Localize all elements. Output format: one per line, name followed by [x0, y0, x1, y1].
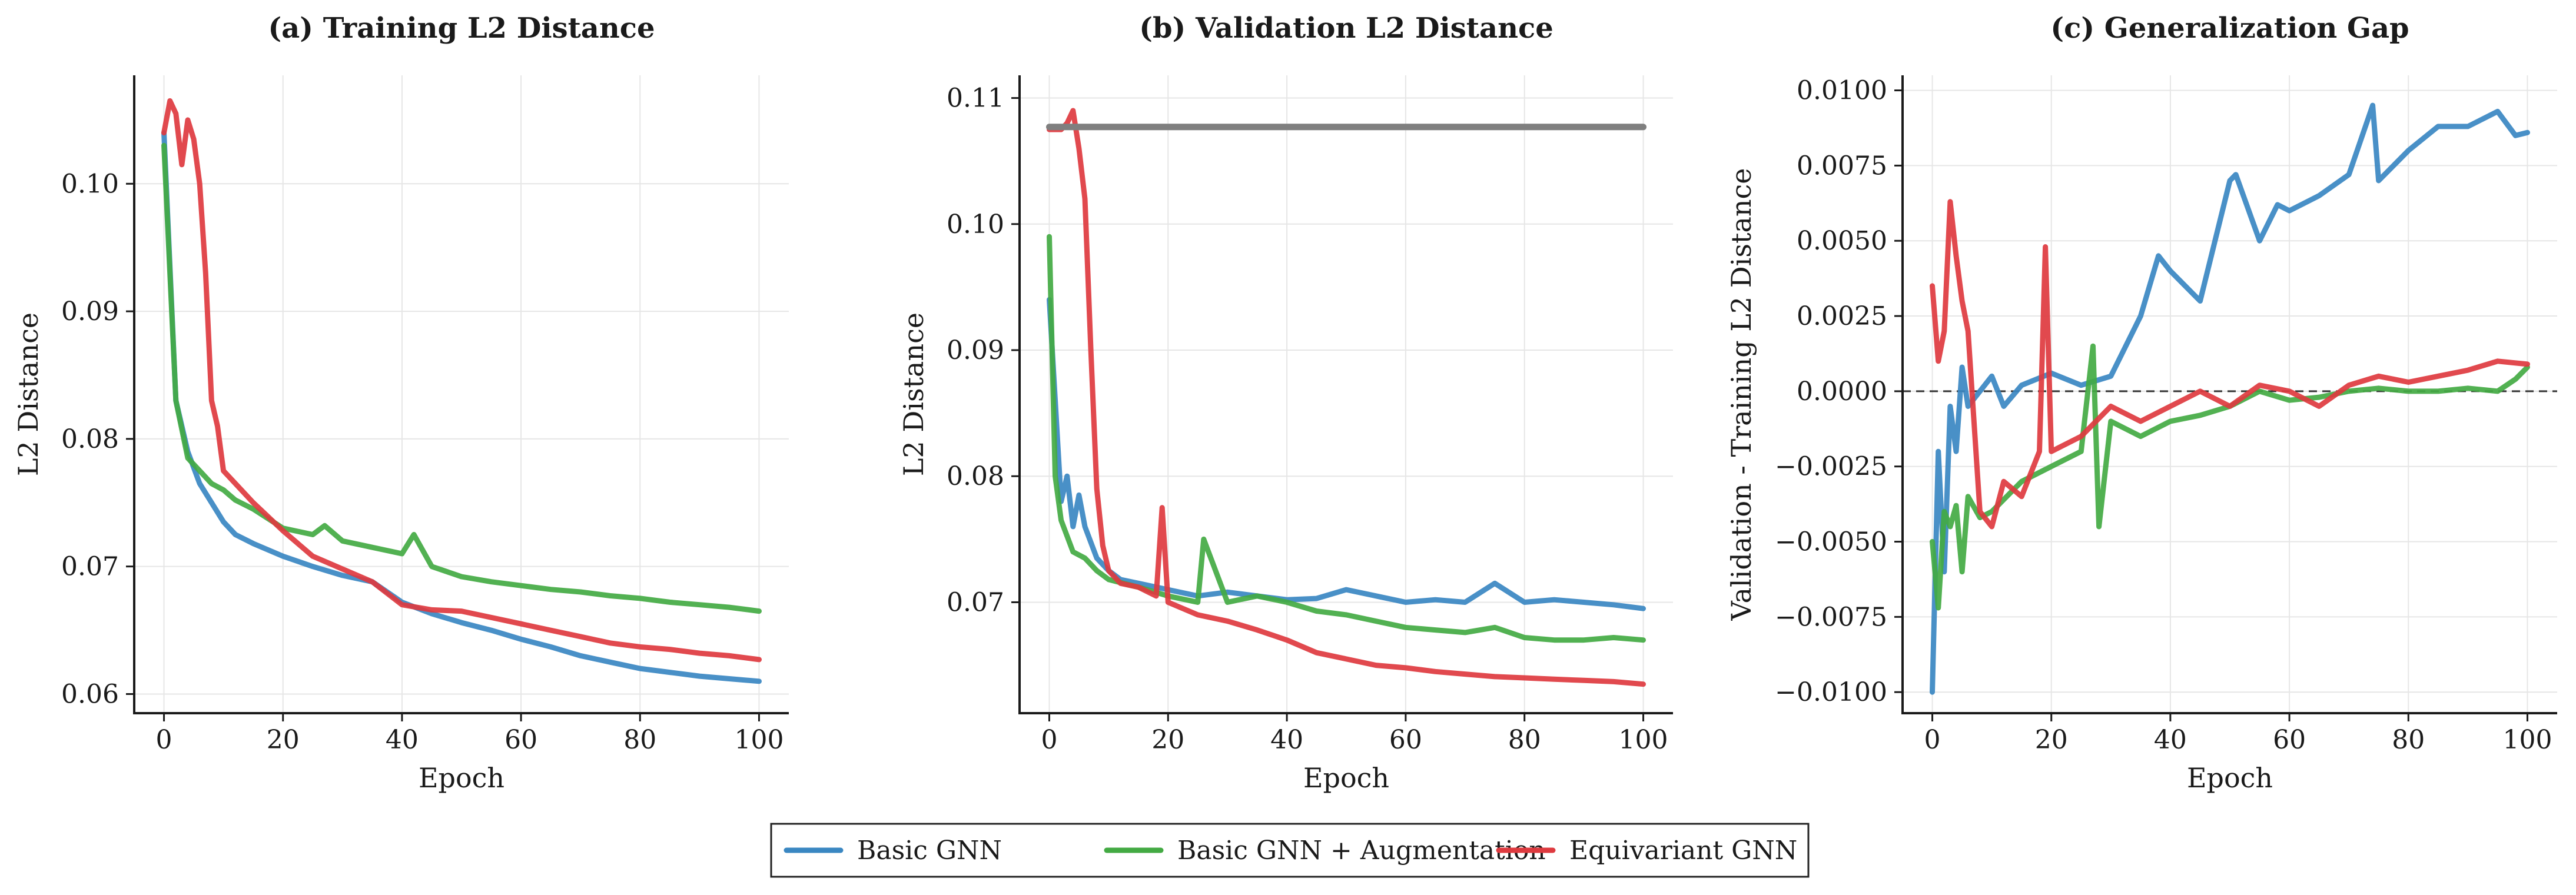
x-tick-label: 100: [734, 725, 784, 755]
x-tick-label: 40: [386, 725, 419, 755]
legend-entry-label: Basic GNN: [857, 836, 1002, 866]
x-tick-label: 80: [1508, 725, 1541, 755]
y-tick-label: 0.10: [61, 169, 119, 199]
series-line-1: [161, 130, 762, 684]
series-line-3: [1930, 199, 2530, 530]
y-tick-label: −0.0100: [1775, 677, 1887, 707]
y-tick-label: 0.10: [947, 209, 1004, 239]
x-tick-label: 0: [1041, 725, 1057, 755]
y-tick-label: −0.0050: [1775, 527, 1887, 557]
series-line-3: [1047, 108, 1646, 687]
chart-panel-3: 0 20 40 60 80 100 −0.0100 −0.0075 −0.0050 −0.0025…: [1725, 12, 2557, 794]
y-tick-label: 0.11: [947, 84, 1004, 114]
y-tick-label: 0.0050: [1797, 226, 1887, 256]
y-axis-label: L2 Distance: [898, 312, 930, 476]
x-tick-label: 20: [2035, 725, 2068, 755]
legend-frame: [770, 823, 1810, 878]
series-line-2: [1047, 234, 1646, 643]
y-tick-label: 0.0025: [1797, 301, 1887, 331]
y-tick-label: 0.0000: [1797, 377, 1887, 407]
chart-title: (c) Generalization Gap: [2050, 12, 2409, 45]
series-line-1: [1047, 297, 1646, 611]
y-axis-label: Validation - Training L2 Distance: [1725, 168, 1757, 621]
y-tick-label: 0.07: [947, 587, 1004, 617]
x-axis-label: Epoch: [1303, 762, 1389, 794]
chart-panel-1: 0 20 40 60 80 100 0.06 0.07 0.08 0.09 0.10 (a) Trai…: [12, 12, 789, 794]
x-axis-label: Epoch: [419, 762, 504, 794]
x-tick-label: 40: [2154, 725, 2187, 755]
y-tick-label: 0.06: [61, 679, 119, 709]
y-tick-label: 0.0100: [1797, 76, 1887, 106]
x-tick-label: 60: [504, 725, 537, 755]
series-line-1: [1930, 102, 2530, 695]
legend-entry-label: Equivariant GNN: [1569, 836, 1797, 866]
y-tick-label: 0.0075: [1797, 151, 1887, 181]
y-tick-label: 0.09: [947, 335, 1004, 365]
y-tick-label: −0.0025: [1775, 452, 1887, 482]
series-line-2: [161, 142, 762, 614]
legend-entry-label: Basic GNN + Augmentation: [1177, 836, 1546, 866]
x-tick-label: 80: [623, 725, 656, 755]
x-tick-label: 0: [1924, 725, 1941, 755]
legend: Basic GNN Basic GNN + Augmentation Equivar…: [770, 823, 1810, 878]
x-tick-label: 100: [1619, 725, 1668, 755]
series-line-2: [1930, 343, 2530, 611]
chart-title: (b) Validation L2 Distance: [1139, 12, 1553, 45]
y-tick-label: 0.07: [61, 552, 119, 582]
x-tick-label: 20: [1151, 725, 1184, 755]
x-tick-label: 100: [2502, 725, 2552, 755]
x-tick-label: 80: [2392, 725, 2425, 755]
chart-panel-2: 0 20 40 60 80 100 0.07 0.08 0.09 0.10 0.11 (b) Vali…: [898, 12, 1673, 794]
y-axis-label: L2 Distance: [12, 312, 44, 476]
y-tick-label: −0.0075: [1775, 602, 1887, 632]
series-line-3: [161, 98, 762, 663]
x-axis-label: Epoch: [2187, 762, 2273, 794]
x-tick-label: 0: [156, 725, 172, 755]
y-tick-label: 0.09: [61, 297, 119, 327]
y-tick-label: 0.08: [947, 461, 1004, 491]
x-tick-label: 40: [1270, 725, 1303, 755]
x-tick-label: 60: [1389, 725, 1422, 755]
chart-title: (a) Training L2 Distance: [268, 12, 655, 45]
x-tick-label: 60: [2273, 725, 2306, 755]
x-tick-label: 20: [267, 725, 300, 755]
y-tick-label: 0.08: [61, 424, 119, 454]
